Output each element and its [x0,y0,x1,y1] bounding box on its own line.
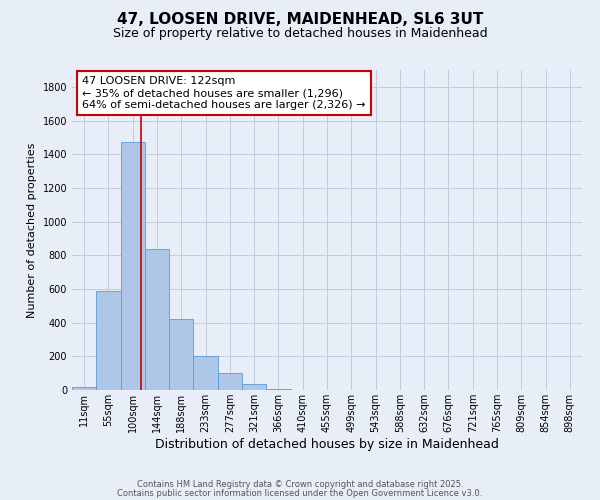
Bar [266,389,290,390]
Text: 47 LOOSEN DRIVE: 122sqm
← 35% of detached houses are smaller (1,296)
64% of semi: 47 LOOSEN DRIVE: 122sqm ← 35% of detache… [82,76,366,110]
Bar [218,373,242,390]
Bar [242,384,266,390]
Text: Size of property relative to detached houses in Maidenhead: Size of property relative to detached ho… [113,28,487,40]
Text: Contains public sector information licensed under the Open Government Licence v3: Contains public sector information licen… [118,489,482,498]
Bar [145,250,169,390]
Bar [169,320,193,390]
X-axis label: Distribution of detached houses by size in Maidenhead: Distribution of detached houses by size … [155,438,499,451]
Bar [121,142,145,390]
Bar [72,388,96,390]
Bar [193,356,218,390]
Y-axis label: Number of detached properties: Number of detached properties [27,142,37,318]
Text: Contains HM Land Registry data © Crown copyright and database right 2025.: Contains HM Land Registry data © Crown c… [137,480,463,489]
Bar [96,292,121,390]
Text: 47, LOOSEN DRIVE, MAIDENHEAD, SL6 3UT: 47, LOOSEN DRIVE, MAIDENHEAD, SL6 3UT [117,12,483,28]
